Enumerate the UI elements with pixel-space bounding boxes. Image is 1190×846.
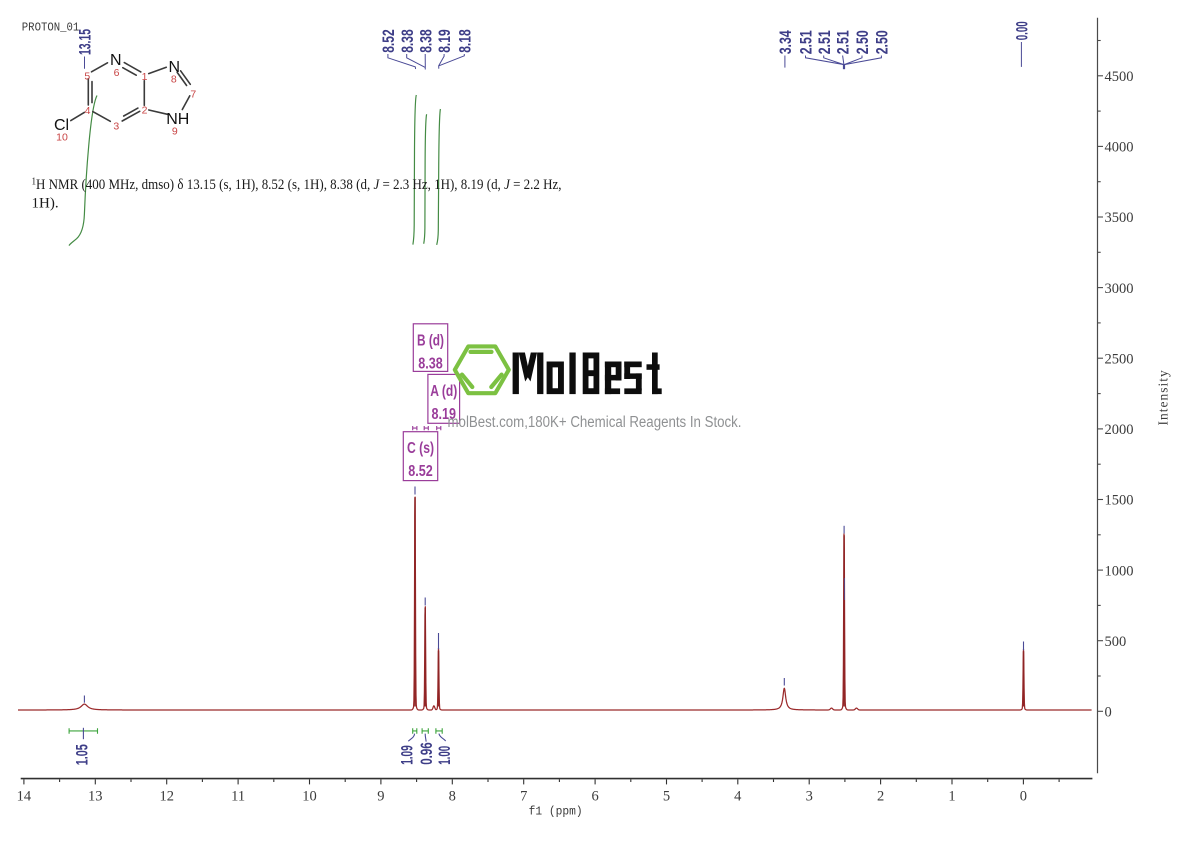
svg-text:8.52: 8.52 (379, 29, 398, 53)
svg-text:3: 3 (806, 788, 813, 804)
svg-text:1000: 1000 (1105, 563, 1134, 579)
svg-text:B (d): B (d) (417, 332, 444, 349)
svg-text:1.00: 1.00 (435, 746, 454, 765)
svg-text:2.50: 2.50 (853, 30, 872, 54)
svg-text:8.38: 8.38 (398, 29, 417, 53)
svg-text:500: 500 (1105, 634, 1127, 650)
svg-text:1: 1 (948, 788, 955, 804)
svg-text:7: 7 (190, 88, 196, 100)
svg-text:7: 7 (520, 788, 527, 804)
svg-text:2.51: 2.51 (834, 30, 853, 54)
svg-text:5: 5 (84, 71, 90, 83)
svg-text:2000: 2000 (1105, 422, 1134, 438)
svg-text:Intensity: Intensity (1156, 369, 1171, 425)
svg-text:0: 0 (1105, 705, 1112, 721)
svg-text:4000: 4000 (1105, 140, 1134, 156)
svg-text:2.51: 2.51 (797, 30, 816, 54)
svg-text:9: 9 (172, 125, 178, 137)
svg-text:8.19: 8.19 (432, 406, 457, 423)
svg-text:2500: 2500 (1105, 351, 1134, 367)
svg-text:5: 5 (663, 788, 670, 804)
svg-text:Cl: Cl (54, 117, 69, 134)
svg-text:1H NMR (400 MHz, dmso) δ 13.15: 1H NMR (400 MHz, dmso) δ 13.15 (s, 1H), … (32, 177, 562, 194)
svg-text:8.18: 8.18 (455, 29, 474, 53)
svg-text:12: 12 (159, 788, 174, 804)
svg-text:PROTON_01: PROTON_01 (22, 21, 80, 34)
svg-text:2.51: 2.51 (815, 30, 834, 54)
svg-text:13.15: 13.15 (75, 29, 94, 55)
svg-text:8.38: 8.38 (416, 29, 435, 53)
svg-text:2: 2 (877, 788, 884, 804)
svg-text:0.96: 0.96 (417, 742, 436, 765)
svg-text:10: 10 (56, 132, 68, 144)
svg-text:8.38: 8.38 (418, 355, 443, 372)
svg-text:2: 2 (142, 104, 148, 116)
svg-text:f1 (ppm): f1 (ppm) (529, 805, 583, 819)
svg-text:4: 4 (734, 788, 742, 804)
svg-text:N: N (169, 59, 181, 76)
svg-text:A (d): A (d) (430, 383, 457, 400)
svg-text:C (s): C (s) (407, 440, 434, 457)
svg-text:8: 8 (449, 788, 456, 804)
svg-text:molBest.com,180K+ Chemical Rea: molBest.com,180K+ Chemical Reagents In S… (448, 414, 742, 431)
svg-text:8.52: 8.52 (408, 463, 433, 480)
svg-text:1H).: 1H). (32, 196, 59, 212)
svg-text:6: 6 (114, 67, 120, 79)
svg-text:11: 11 (231, 788, 245, 804)
svg-text:3: 3 (113, 121, 119, 133)
svg-text:1.09: 1.09 (398, 745, 417, 765)
svg-text:0.00: 0.00 (1013, 21, 1032, 40)
svg-text:9: 9 (377, 788, 384, 804)
svg-text:1: 1 (142, 71, 148, 83)
svg-text:8.19: 8.19 (435, 29, 454, 53)
svg-text:4: 4 (85, 105, 91, 117)
svg-text:6: 6 (591, 788, 598, 804)
svg-text:NH: NH (166, 111, 189, 128)
svg-text:14: 14 (17, 788, 32, 804)
svg-text:N: N (110, 52, 122, 69)
svg-text:0: 0 (1020, 788, 1027, 804)
svg-text:1500: 1500 (1105, 493, 1134, 509)
svg-text:13: 13 (88, 788, 103, 804)
svg-text:3.34: 3.34 (776, 30, 795, 54)
svg-text:1.05: 1.05 (73, 744, 92, 765)
svg-text:4500: 4500 (1105, 69, 1134, 85)
svg-text:2.50: 2.50 (873, 30, 892, 54)
svg-text:8: 8 (171, 74, 177, 86)
svg-text:10: 10 (302, 788, 317, 804)
svg-text:3000: 3000 (1105, 281, 1134, 297)
svg-text:3500: 3500 (1105, 210, 1134, 226)
